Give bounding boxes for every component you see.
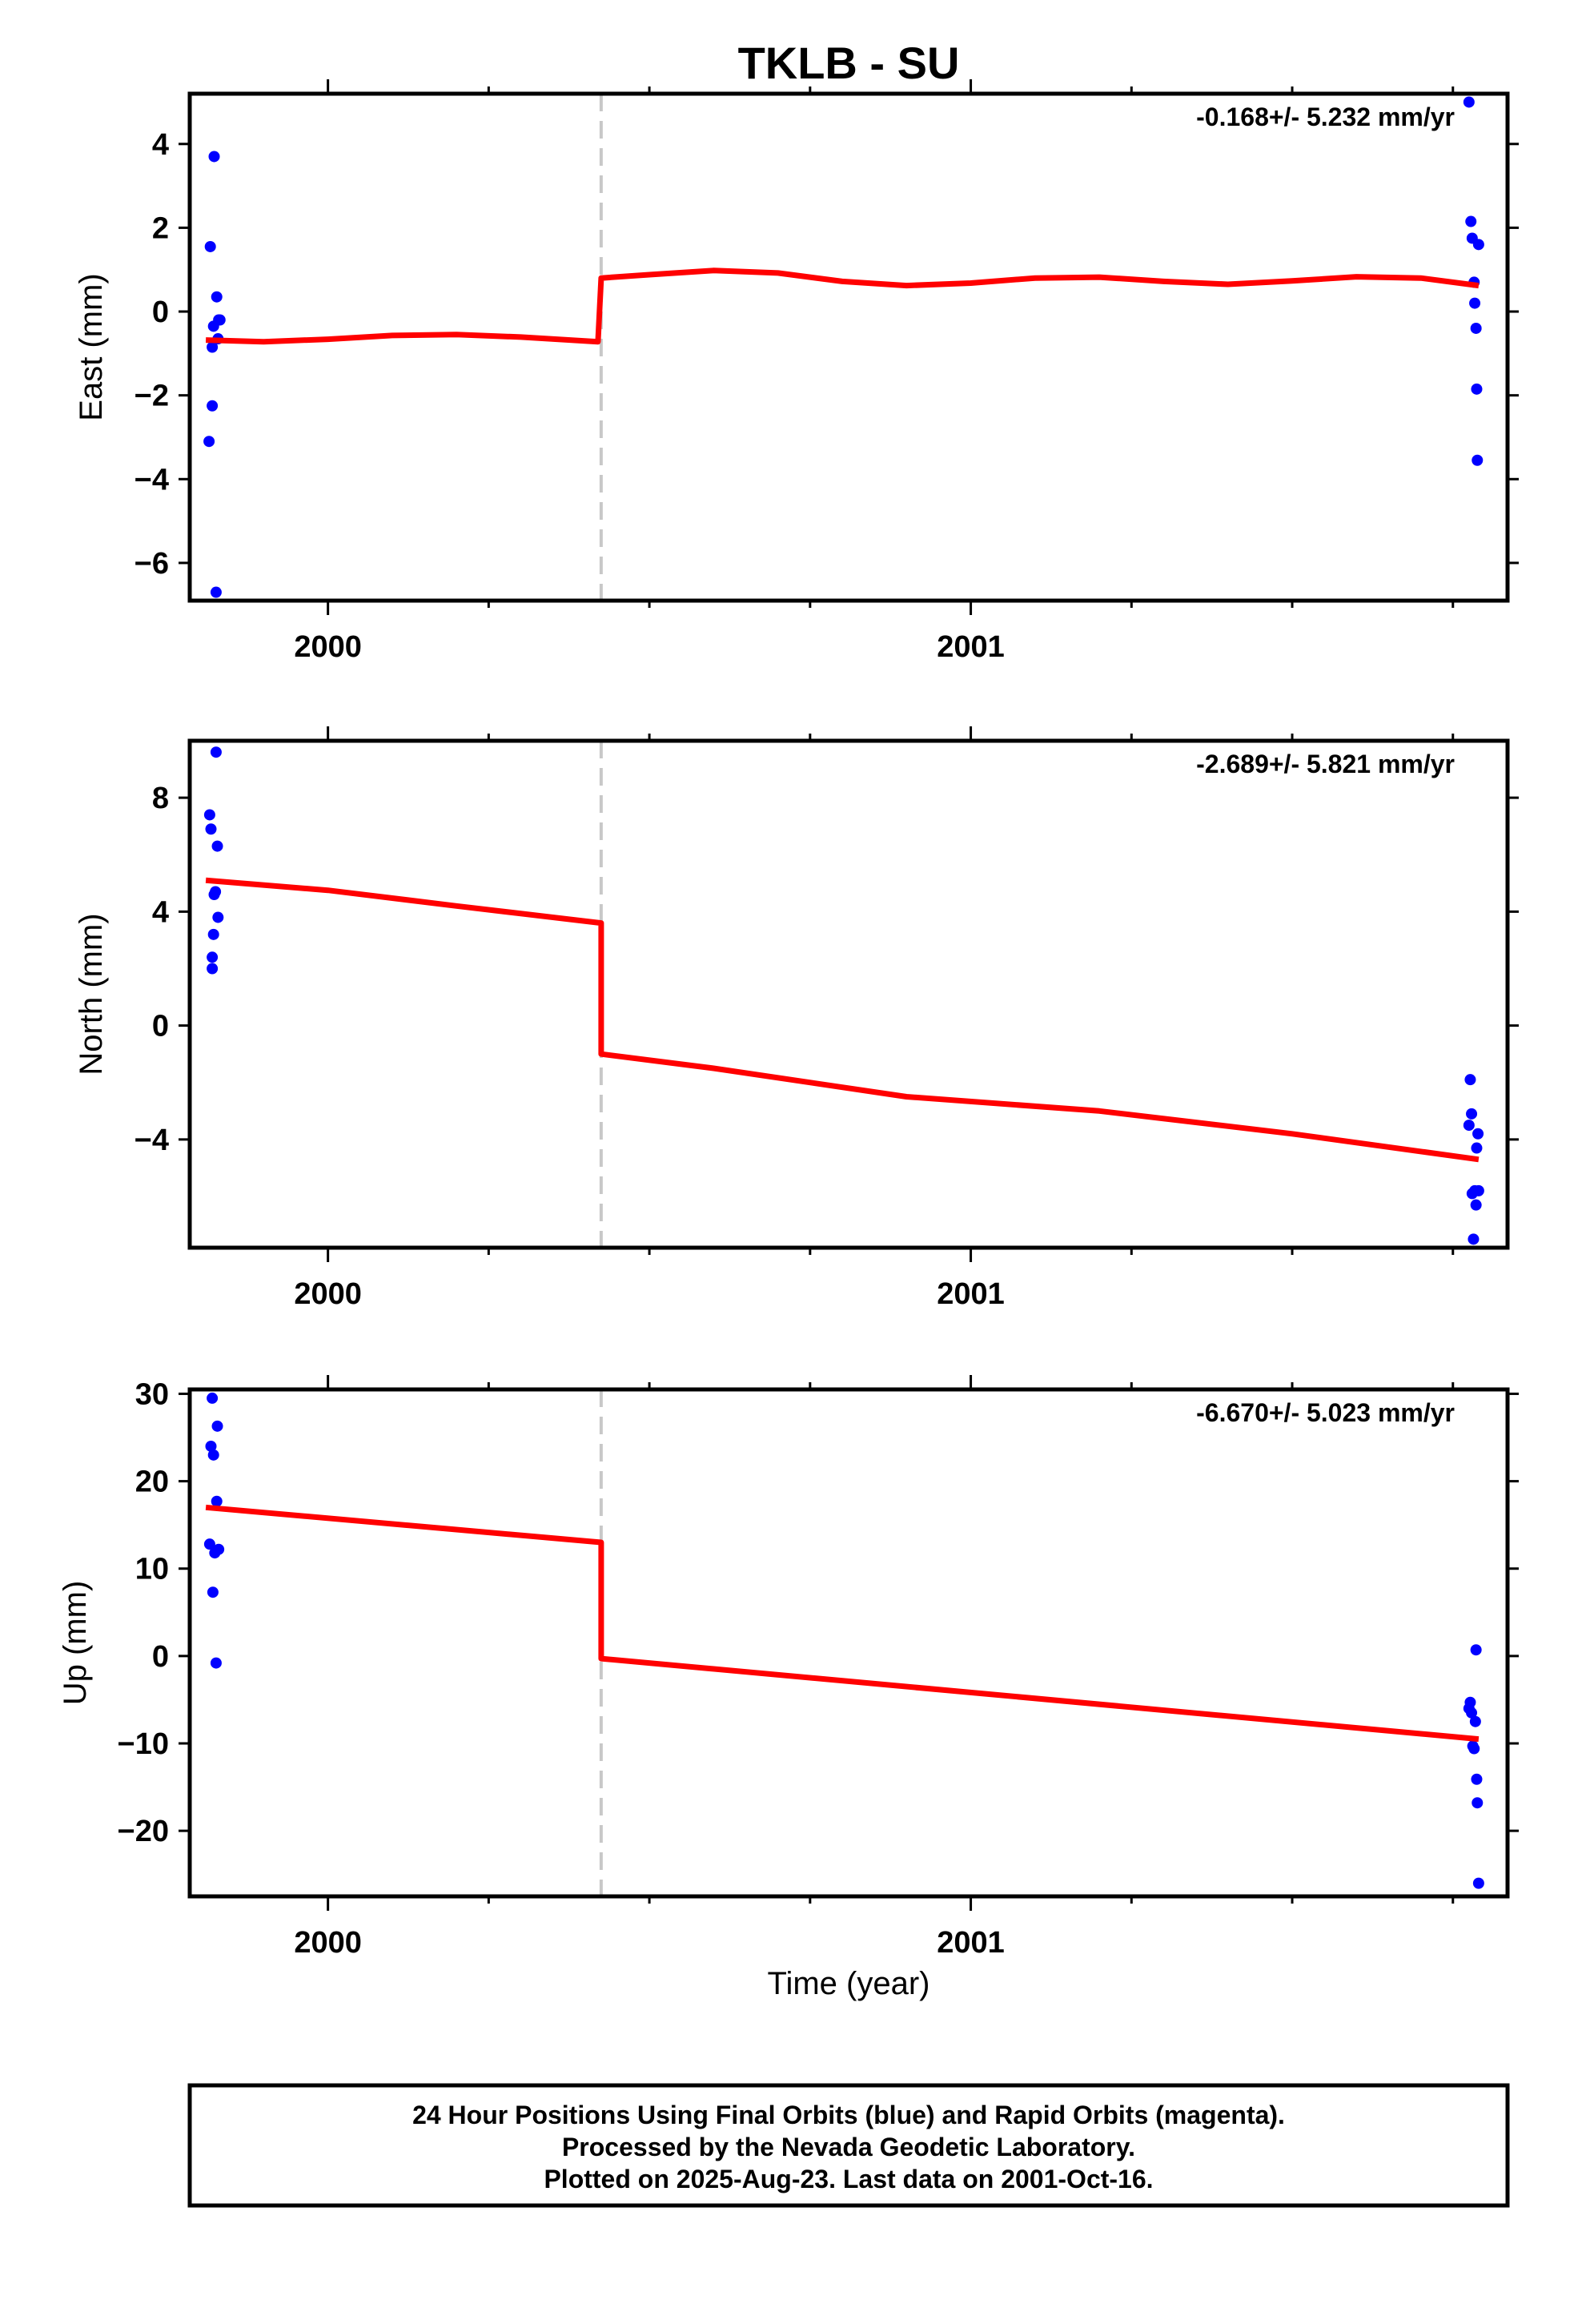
north-ytick-label: 0 (152, 1010, 169, 1043)
east-ytick-label: −4 (135, 463, 169, 497)
north-data-point (211, 840, 223, 852)
east-data-point (1465, 215, 1477, 227)
footer-line-3: Plotted on 2025-Aug-23. Last data on 200… (544, 2165, 1153, 2193)
east-ytick-label: 4 (152, 128, 169, 162)
east-data-point (207, 341, 219, 353)
up-data-point (211, 1420, 223, 1432)
north-data-point (203, 809, 215, 821)
up-data-point (1468, 1743, 1480, 1755)
north-data-point (207, 963, 219, 975)
east-data-point (211, 291, 223, 303)
up-ytick-label: −20 (118, 1815, 169, 1848)
east-data-point (204, 240, 216, 252)
east-ytick-label: 0 (152, 296, 169, 329)
north-xtick-label: 2000 (294, 1277, 362, 1311)
east-xtick-label: 2001 (937, 630, 1005, 664)
north-plot-frame (187, 738, 1510, 1250)
north-data-point (210, 746, 222, 758)
east-data-point (207, 400, 219, 412)
north-model-line (205, 877, 1480, 1163)
east-plot-frame (187, 91, 1510, 603)
north-data-point (205, 823, 217, 835)
up-rate-label: -6.670+/- 5.023 mm/yr (1196, 1398, 1455, 1427)
east-ytick-label: 2 (152, 211, 169, 245)
up-ytick-label: 10 (135, 1553, 169, 1586)
north-data-point (1468, 1233, 1480, 1245)
north-ytick-label: 4 (152, 895, 169, 929)
north-data-point (1463, 1120, 1475, 1132)
up-data-point (1472, 1797, 1484, 1809)
up-data-point (1464, 1696, 1476, 1708)
up-data-point (205, 1440, 217, 1452)
up-data-point (1469, 1715, 1481, 1727)
east-panel: −6 −4 −2 0 2 4 2000 2001 -0.168+/- 5.232 mm/yr Ea… (74, 79, 1519, 664)
east-data-point (1472, 454, 1484, 466)
east-y-axis-label: East (mm) (74, 273, 109, 420)
east-model-line (205, 267, 1480, 345)
up-ytick-label: 30 (135, 1377, 169, 1411)
up-ytick-label: 20 (135, 1466, 169, 1499)
up-data-point (1466, 1707, 1478, 1719)
up-data-point (211, 1495, 223, 1507)
east-ytick-label: −6 (135, 547, 169, 581)
north-data-point (1466, 1108, 1478, 1120)
east-rate-label: -0.168+/- 5.232 mm/yr (1196, 103, 1455, 131)
east-data-point (210, 586, 222, 598)
east-data-point (214, 314, 226, 326)
north-ytick-label: 8 (152, 782, 169, 815)
east-xtick-label: 2000 (294, 630, 362, 664)
up-data-point (213, 1543, 225, 1555)
up-plot-frame (187, 1387, 1510, 1899)
north-y-axis-label: North (mm) (74, 913, 109, 1075)
east-data-point (1471, 383, 1483, 395)
up-y-axis-label: Up (mm) (58, 1581, 93, 1706)
up-data-point (1472, 1877, 1484, 1889)
east-data-point (1470, 322, 1482, 334)
east-ytick-label: −2 (135, 380, 169, 413)
up-data-point (207, 1392, 219, 1404)
up-panel: −20 −10 0 10 20 30 2000 2001 -6.670+/- 5.023 mm/… (58, 1375, 1519, 1960)
footer-line-2: Processed by the Nevada Geodetic Laborat… (562, 2133, 1135, 2161)
north-panel: −4 0 4 8 2000 2001 -2.689+/- 5.821 mm/yr North … (74, 726, 1519, 1311)
east-data-point (1469, 297, 1481, 309)
north-data-point (207, 928, 219, 940)
footer-line-1: 24 Hour Positions Using Final Orbits (bl… (412, 2101, 1285, 2129)
east-data-point (1463, 96, 1475, 108)
north-data-point (1470, 1199, 1482, 1211)
north-data-point (1464, 1074, 1476, 1086)
north-rate-label: -2.689+/- 5.821 mm/yr (1196, 750, 1455, 778)
x-axis-label: Time (year) (768, 1966, 930, 2001)
north-data-point (1472, 1128, 1484, 1140)
north-data-point (1471, 1142, 1483, 1154)
footer-box: 24 Hour Positions Using Final Orbits (bl… (187, 2083, 1510, 2208)
up-data-point (207, 1449, 219, 1461)
up-data-point (210, 1657, 222, 1669)
up-ytick-label: −10 (118, 1727, 169, 1761)
east-data-point (1472, 239, 1484, 251)
north-xtick-label: 2001 (937, 1277, 1005, 1311)
east-data-point (208, 151, 220, 163)
up-data-point (1471, 1773, 1483, 1785)
up-xtick-label: 2000 (294, 1926, 362, 1960)
up-model-line (205, 1504, 1480, 1743)
up-xtick-label: 2001 (937, 1926, 1005, 1960)
up-ytick-label: 0 (152, 1640, 169, 1674)
east-data-point (203, 436, 215, 448)
north-data-point (210, 886, 222, 898)
north-data-point (207, 951, 219, 963)
footer-frame (187, 2083, 1510, 2208)
north-ytick-label: −4 (135, 1124, 169, 1157)
up-data-point (203, 1538, 215, 1550)
chart-title: TKLB - SU (738, 38, 960, 88)
north-data-point (1472, 1184, 1484, 1196)
up-data-point (207, 1586, 219, 1598)
north-data-point (212, 911, 224, 923)
up-data-point (1470, 1644, 1482, 1656)
